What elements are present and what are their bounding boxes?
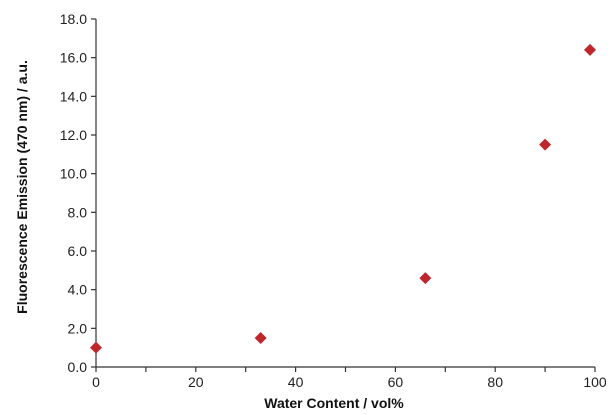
y-tick-label: 12.0 [60, 127, 87, 143]
x-tick-label: 20 [188, 374, 204, 390]
y-axis-title-group: Fluorescence Emission (470 nm) / a.u. [14, 60, 30, 314]
data-point [90, 341, 102, 354]
y-ticks: 0.0 2.0 4.0 6.0 8.0 10.0 12.0 14.0 16.0 18.0 [60, 11, 96, 375]
x-tick-label: 100 [583, 374, 607, 390]
data-points [90, 43, 597, 354]
y-tick-label: 2.0 [68, 320, 88, 336]
data-point [539, 138, 552, 151]
data-point [254, 332, 267, 344]
x-tick-label: 60 [388, 374, 404, 390]
data-point [584, 43, 597, 56]
x-ticks: 0 20 40 60 80 100 [92, 367, 607, 390]
y-tick-label: 8.0 [68, 204, 88, 220]
x-axis-title: Water Content / vol% [264, 395, 404, 411]
y-tick-label: 6.0 [68, 243, 88, 259]
y-tick-label: 14.0 [60, 88, 87, 104]
y-tick-label: 10.0 [60, 166, 87, 182]
axes [95, 19, 595, 368]
y-tick-label: 0.0 [68, 359, 88, 375]
y-tick-label: 4.0 [68, 282, 88, 298]
x-tick-label: 0 [92, 374, 100, 390]
y-axis-title: Fluorescence Emission (470 nm) / a.u. [14, 60, 30, 314]
x-tick-label: 40 [288, 374, 304, 390]
x-tick-label: 80 [487, 374, 503, 390]
y-tick-label: 16.0 [60, 50, 87, 66]
y-tick-label: 18.0 [60, 11, 87, 27]
data-point [419, 272, 432, 285]
